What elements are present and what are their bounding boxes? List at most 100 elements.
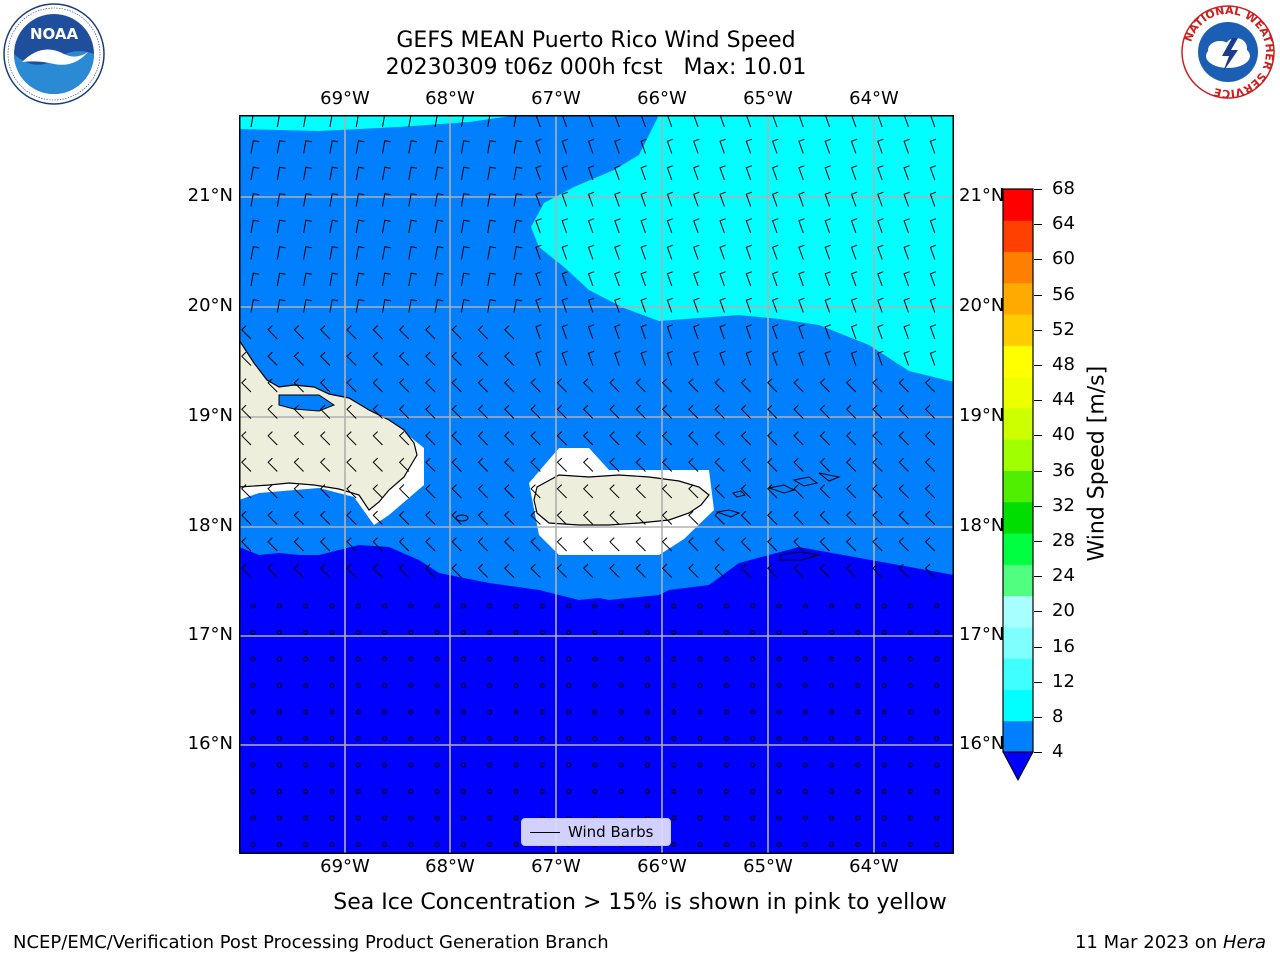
wind-barb <box>693 138 700 154</box>
wind-barb <box>460 219 470 234</box>
wind-barb <box>929 271 937 287</box>
wind-barb <box>671 842 677 847</box>
wind-barb <box>798 191 805 207</box>
vieques <box>715 509 741 518</box>
wind-barb <box>903 165 910 181</box>
wind-barb <box>908 656 913 662</box>
wind-barb <box>530 537 541 552</box>
wind-barb <box>723 683 729 688</box>
wind-barb <box>767 510 778 525</box>
wind-barb <box>898 404 909 419</box>
wind-barb <box>303 656 309 662</box>
wind-barb <box>372 325 383 340</box>
wind-barb <box>697 683 703 688</box>
wind-barb <box>293 457 304 472</box>
wind-barb <box>408 789 414 794</box>
wind-barb <box>802 736 808 741</box>
wind-barb <box>372 510 383 525</box>
wind-barb <box>618 630 624 635</box>
wind-barb <box>614 191 621 207</box>
wind-barb <box>640 218 647 234</box>
wind-barb <box>645 630 650 635</box>
wind-barb <box>671 736 677 741</box>
wind-barb <box>877 244 884 260</box>
wind-barb <box>250 603 256 609</box>
wind-barb <box>877 350 884 366</box>
wind-barb <box>487 299 496 313</box>
wind-barb <box>487 762 493 768</box>
wind-barb <box>241 351 252 366</box>
wind-barb <box>460 762 466 768</box>
wind-barb <box>513 115 523 128</box>
wind-barb <box>267 537 278 552</box>
wind-barb <box>640 324 647 340</box>
wind-barb <box>267 431 278 446</box>
wind-barb <box>618 736 624 741</box>
wind-barb <box>267 457 278 472</box>
wind-barb <box>303 115 312 128</box>
wind-barb <box>793 484 804 499</box>
wind-barb <box>767 378 778 393</box>
wind-barb <box>618 683 624 688</box>
footer-machine: Hera <box>1222 932 1266 953</box>
colorbar-title: Wind Speed [m/s] <box>1084 365 1110 562</box>
wind-barb <box>934 842 940 847</box>
wind-barb <box>535 297 542 313</box>
wind-barb <box>566 683 572 688</box>
colorbar-tick-label: 32 <box>1052 495 1075 516</box>
lon-label-top: 69°W <box>320 88 370 109</box>
wind-barb <box>635 537 646 552</box>
wind-barb <box>697 789 703 794</box>
wind-barb <box>740 510 752 525</box>
wind-barb <box>556 457 567 472</box>
wind-barb <box>241 537 252 552</box>
wind-barb <box>530 563 541 578</box>
wind-barb <box>539 656 545 662</box>
wind-barb <box>303 299 312 313</box>
wind-barb <box>566 603 572 609</box>
wind-barb <box>530 484 541 499</box>
colorbar-tick <box>1034 752 1042 753</box>
colorbar-tick <box>1034 400 1042 401</box>
wind-barb <box>693 115 699 128</box>
wind-barb <box>640 191 647 207</box>
wind-barb <box>250 219 260 234</box>
wind-barb <box>908 736 913 741</box>
wind-barb <box>451 378 462 393</box>
wind-barb <box>250 272 260 287</box>
wind-barb <box>451 510 462 525</box>
wind-barb <box>929 297 937 313</box>
wind-barb <box>750 630 756 635</box>
legend-line-icon <box>530 831 560 833</box>
wind-barb <box>934 762 940 768</box>
colorbar-tick <box>1034 435 1042 436</box>
wind-barb <box>303 166 312 181</box>
wind-barb <box>903 324 910 340</box>
wind-barb <box>618 789 624 794</box>
wind-barb <box>745 271 753 287</box>
wind-barb <box>382 762 387 768</box>
wind-barb <box>640 165 647 181</box>
colorbar-tick <box>1034 576 1042 577</box>
lon-label-top: 64°W <box>849 88 899 109</box>
wind-barb <box>776 842 782 847</box>
wind-barb <box>408 299 418 313</box>
wind-barb <box>382 709 387 715</box>
wind-barb <box>793 563 804 578</box>
wind-barb <box>750 709 756 715</box>
wind-barb <box>530 404 541 419</box>
wind-barb <box>487 272 496 287</box>
wind-barb <box>267 378 278 393</box>
wind-barb <box>329 815 335 821</box>
wind-barb <box>723 656 729 662</box>
wind-barb <box>850 138 858 154</box>
wind-barb <box>697 709 703 715</box>
wind-barb <box>688 378 699 393</box>
wind-barb <box>776 815 782 821</box>
wind-barb <box>372 351 383 366</box>
wind-barb <box>250 842 256 847</box>
wind-barb <box>745 324 753 340</box>
wind-barb <box>881 842 887 847</box>
lon-label-bottom: 66°W <box>637 856 687 877</box>
wind-barb <box>319 325 331 340</box>
